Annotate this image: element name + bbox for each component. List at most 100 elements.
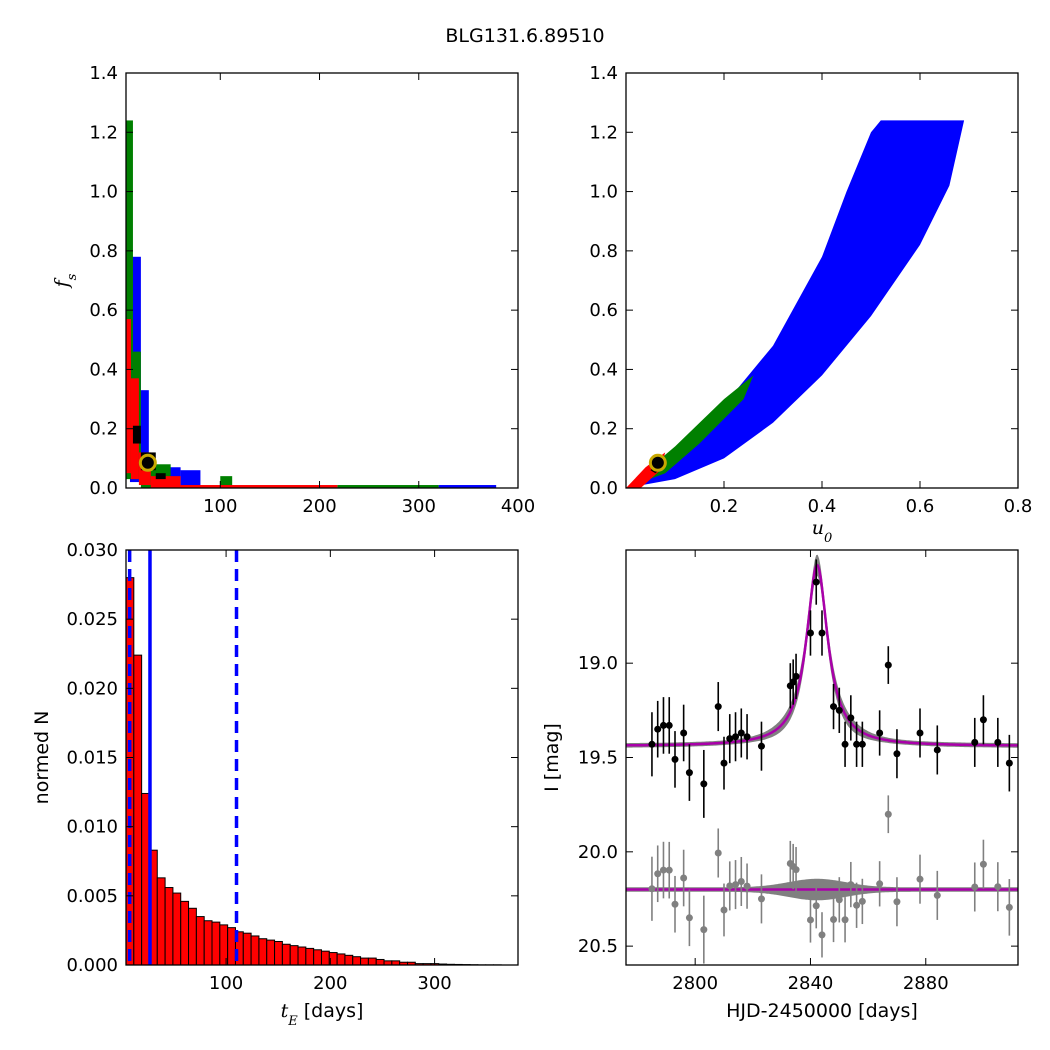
data-point bbox=[853, 740, 861, 748]
panel-c-xlabel: tE [days] bbox=[281, 1000, 364, 1029]
panel-d-xtick-label: 2800 bbox=[672, 973, 718, 994]
data-point bbox=[648, 740, 656, 748]
panel-a-background bbox=[126, 73, 518, 488]
histogram-bar bbox=[227, 927, 236, 966]
residual-point bbox=[884, 810, 892, 818]
histogram-bar bbox=[266, 939, 276, 966]
residual-point bbox=[743, 882, 751, 890]
panel-b-ytick-label: 1.0 bbox=[589, 182, 618, 203]
data-point bbox=[720, 759, 728, 767]
data-point bbox=[665, 721, 673, 729]
panel-d-ytick-label: 20.5 bbox=[578, 936, 618, 957]
histogram-bar bbox=[172, 892, 182, 966]
residual-point bbox=[916, 875, 924, 883]
panel-a-ytick-label: 0.2 bbox=[89, 419, 118, 440]
panel-b-ytick-label: 1.2 bbox=[589, 122, 618, 143]
residual-point bbox=[700, 926, 708, 934]
histogram-bar bbox=[203, 920, 213, 966]
residual-point bbox=[994, 883, 1002, 891]
panel-a-ytick-label: 0.4 bbox=[89, 359, 118, 380]
residual-point bbox=[671, 900, 679, 908]
residual-point bbox=[933, 891, 941, 899]
residual-point bbox=[830, 915, 838, 923]
panel-a-density-cell bbox=[180, 470, 201, 488]
panel-d-ytick-label: 19.0 bbox=[578, 653, 618, 674]
panel-b-density-region-middle bbox=[626, 375, 754, 488]
panel-d-ylabel: I [mag] bbox=[541, 723, 563, 792]
data-point bbox=[812, 578, 820, 586]
panel-a-density-cell bbox=[126, 319, 131, 474]
residual-point bbox=[841, 916, 849, 924]
residual-point bbox=[858, 897, 866, 905]
residual-point bbox=[792, 866, 800, 874]
histogram-bar bbox=[164, 887, 174, 966]
panel-c-ytick-label: 0.020 bbox=[66, 678, 118, 699]
panel-c-ytick-label: 0.000 bbox=[66, 955, 118, 976]
data-point bbox=[835, 706, 843, 714]
panel-c-ytick-label: 0.010 bbox=[66, 817, 118, 838]
panel-b-xtick-label: 0.4 bbox=[808, 496, 837, 517]
data-point bbox=[792, 672, 800, 680]
data-point bbox=[680, 729, 688, 737]
data-point bbox=[806, 629, 814, 637]
panel-a-density-cell bbox=[438, 485, 497, 488]
histogram-bar bbox=[133, 654, 143, 966]
residual-point bbox=[1005, 903, 1013, 911]
residual-point bbox=[665, 866, 673, 874]
histogram-bar bbox=[211, 921, 221, 966]
panel-b-ytick-label: 0.8 bbox=[589, 241, 618, 262]
data-point bbox=[884, 661, 892, 669]
residual-point bbox=[714, 849, 722, 857]
data-point bbox=[671, 755, 679, 763]
residual-point bbox=[680, 874, 688, 882]
panel-a-density-cell bbox=[126, 120, 133, 480]
panel-a-xtick-label: 100 bbox=[203, 496, 237, 517]
data-point bbox=[732, 733, 740, 741]
panel-d-xlabel: HJD-2450000 [days] bbox=[726, 1000, 918, 1022]
residual-point bbox=[648, 885, 656, 893]
panel-b-ytick-label: 0.0 bbox=[589, 478, 618, 499]
panel-a-xtick-label: 400 bbox=[501, 496, 535, 517]
residual-point bbox=[757, 895, 765, 903]
data-point bbox=[841, 740, 849, 748]
panel-a-ytick-label: 1.2 bbox=[89, 122, 118, 143]
panel-c-xtick-label: 300 bbox=[417, 973, 451, 994]
data-point bbox=[858, 740, 866, 748]
residual-point bbox=[737, 877, 745, 885]
panel-a-best-fit-marker bbox=[138, 453, 157, 472]
panel-b-ytick-label: 0.4 bbox=[589, 359, 618, 380]
panel-b-xtick-label: 0.2 bbox=[710, 496, 739, 517]
panel-c-xtick-label: 200 bbox=[313, 973, 347, 994]
panel-b-xlabel: u0 bbox=[812, 517, 833, 546]
data-point bbox=[994, 738, 1002, 746]
residual-point bbox=[853, 901, 861, 909]
light-curve-model-line bbox=[626, 563, 1018, 747]
data-point bbox=[916, 729, 924, 737]
residual-point bbox=[847, 881, 855, 889]
histogram-bar bbox=[352, 956, 362, 966]
histogram-bar bbox=[274, 940, 283, 966]
histogram-bar bbox=[367, 957, 377, 966]
data-point bbox=[714, 703, 722, 711]
panel-b-density-region-outer bbox=[626, 120, 965, 489]
panel-c-ytick-label: 0.025 bbox=[66, 609, 118, 630]
panel-b-ytick-label: 1.4 bbox=[589, 63, 618, 84]
data-point bbox=[818, 629, 826, 637]
histogram-bar bbox=[360, 957, 369, 966]
residual-point bbox=[654, 870, 662, 878]
residual-point bbox=[893, 898, 901, 906]
panel-a-ytick-label: 0.0 bbox=[89, 478, 118, 499]
panel-d-xtick-label: 2880 bbox=[903, 973, 949, 994]
panel-c-xtick-label: 100 bbox=[209, 973, 243, 994]
data-point bbox=[933, 746, 941, 754]
panel-a-density-cell bbox=[155, 473, 166, 480]
panel-b-ytick-label: 0.2 bbox=[589, 419, 618, 440]
histogram-bar bbox=[180, 900, 190, 966]
panel-c-ytick-label: 0.015 bbox=[66, 748, 118, 769]
residual-point bbox=[726, 882, 734, 890]
panel-a-density-cell bbox=[132, 425, 141, 444]
histogram-bar bbox=[281, 943, 291, 966]
panel-a-density-cell bbox=[220, 476, 233, 488]
panel-b-best-fit-marker bbox=[648, 453, 667, 472]
